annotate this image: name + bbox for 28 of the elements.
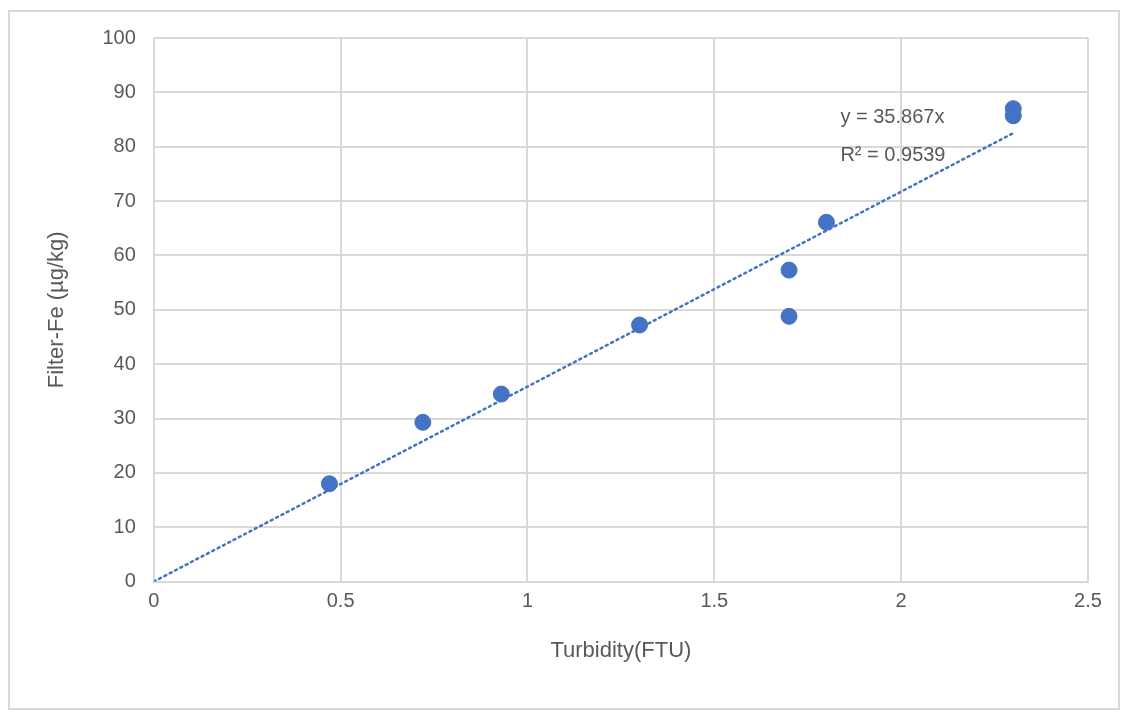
x-axis-title: Turbidity(FTU) [550, 636, 692, 662]
y-tick-label: 90 [113, 79, 136, 102]
y-tick-label: 60 [113, 242, 136, 265]
point [492, 385, 510, 403]
x-tick-label: 1 [521, 589, 534, 612]
y-tick-label: 20 [113, 460, 136, 483]
point [780, 261, 798, 279]
x-tick-label: 0 [148, 589, 160, 612]
y-tick-label: 50 [113, 297, 136, 320]
x-tick-label: 0.5 [326, 589, 355, 612]
y-axis-title: Filter-Fe (µg/kg) [43, 231, 69, 389]
annotation: y = 35.867x [840, 105, 945, 128]
y-tick-label: 10 [113, 514, 136, 537]
annotation: R² = 0.9539 [840, 143, 946, 166]
y-tick-label: 100 [102, 25, 136, 48]
point [631, 316, 649, 334]
x-tick-label: 1.5 [700, 589, 729, 612]
x-tick-label: 2.5 [1074, 589, 1102, 612]
point [320, 475, 338, 493]
y-tick-label: 30 [113, 406, 136, 429]
y-tick-label: 40 [113, 351, 136, 374]
x-tick-label: 2 [895, 589, 907, 612]
point [414, 413, 432, 431]
point [780, 307, 798, 325]
y-tick-label: 0 [124, 569, 136, 592]
point [817, 213, 835, 231]
y-tick-label: 70 [113, 188, 136, 211]
y-tick-label: 80 [113, 134, 136, 157]
